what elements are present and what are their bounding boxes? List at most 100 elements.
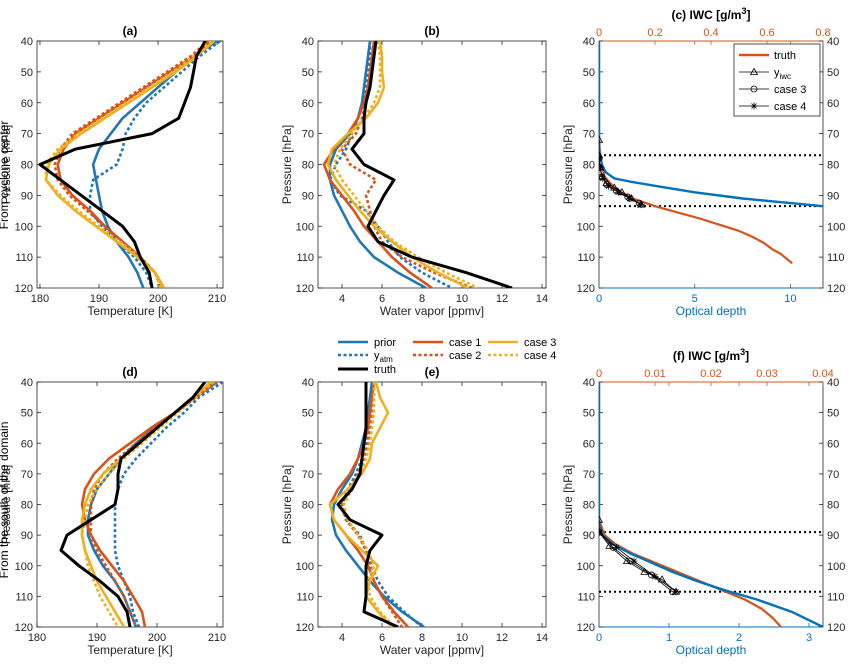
ytick-label-c: 50: [583, 67, 595, 79]
panel-legend-c: truth yiwc case 3 case 4: [733, 43, 821, 117]
ytick-label-c: 40: [583, 36, 595, 48]
marker-triangle-f: [622, 556, 632, 565]
ytick-label-right-f: 100: [827, 561, 845, 573]
series-line-case3-e: [328, 382, 393, 627]
row-label-bottom: From the south of the domain: [0, 422, 11, 579]
ylabel-b: Pressure [hPa]: [280, 125, 294, 204]
xtick-label-d: 190: [88, 632, 106, 644]
ytick-label-d: 70: [21, 469, 33, 481]
xtick-label-e: 4: [339, 632, 345, 644]
series-group-b: [322, 41, 513, 288]
ytick-label-d: 120: [15, 622, 33, 634]
ytick-label-b: 40: [302, 36, 314, 48]
marker-triangle-c: [599, 150, 604, 159]
ytick-label-a: 50: [21, 67, 33, 79]
series-line-truth-b: [350, 41, 513, 288]
legend-label-yatm: yatm: [374, 350, 393, 364]
ytick-label-d: 110: [15, 591, 33, 603]
x2tick-label-f: 0.04: [812, 368, 833, 380]
ytick-label-b: 80: [302, 160, 314, 172]
ytick-label-b: 50: [302, 67, 314, 79]
marker-triangle-c: [602, 178, 611, 186]
legend-label-truth: truth: [374, 364, 396, 376]
series-line-y_iwc-f: [599, 519, 677, 593]
ytick-label-a: 80: [21, 160, 33, 172]
ytick-label-d: 80: [21, 500, 33, 512]
xtick-label-b: 6: [379, 293, 385, 305]
ytick-label-c: 120: [577, 283, 595, 295]
xtick-label-d: 180: [28, 632, 46, 644]
series-line-case4-e: [342, 382, 395, 627]
panel-legend-label: truth: [774, 50, 796, 62]
plot-area-d: [36, 381, 224, 628]
series-line-truth-d: [59, 382, 207, 627]
ytick-label-right-c: 60: [827, 98, 839, 110]
ytick-label-b: 90: [302, 190, 314, 202]
panel-b: 40 50 60 70 80 90 100 110 120 4 6 8 10 12 14 Water vapo…: [280, 24, 548, 318]
series-group-f: [599, 382, 823, 627]
marker-triangle-f: [599, 527, 604, 535]
x2tick-label-c: 0.8: [815, 27, 830, 39]
ytick-label-right-f: 80: [827, 500, 839, 512]
ytick-label-right-f: 50: [827, 408, 839, 420]
ytick-label-d: 90: [21, 530, 33, 542]
xtick-label-d: 210: [208, 632, 226, 644]
xtick-label-a: 180: [31, 293, 49, 305]
ytick-label-c: 60: [583, 98, 595, 110]
ytick-label-a: 120: [15, 283, 33, 295]
marker-star-f: [599, 528, 603, 536]
legend-label-case4: case 4: [524, 350, 556, 362]
ytick-label-right-f: 120: [827, 622, 845, 634]
xtick-label-b: 4: [339, 293, 345, 305]
row-label-top: From cyclone center: [0, 121, 11, 230]
ytick-label-e: 60: [302, 438, 314, 450]
series-line-truth-f: [599, 382, 782, 627]
xlabel-f: Optical depth: [676, 643, 747, 657]
series-line-truth-e: [336, 382, 399, 627]
ytick-label-d: 60: [21, 438, 33, 450]
plot-area-e: [317, 381, 547, 628]
series-line-case2-e: [340, 382, 404, 627]
legend-label-case1: case 1: [449, 337, 481, 349]
xtick-label-c: 0: [596, 293, 602, 305]
ytick-label-right-f: 90: [827, 530, 839, 542]
legend-label-case2: case 2: [449, 350, 481, 362]
ytick-label-b: 70: [302, 129, 314, 141]
ytick-label-f: 120: [577, 622, 595, 634]
x2tick-label-f: 0: [596, 368, 602, 380]
marker-star-c: [599, 164, 604, 172]
series-line-case3-b: [326, 41, 469, 288]
xtick-label-e: 6: [379, 632, 385, 644]
ytick-label-right-c: 120: [827, 283, 845, 295]
ytick-label-c: 80: [583, 160, 595, 172]
ytick-label-f: 90: [583, 530, 595, 542]
ytick-label-a: 70: [21, 129, 33, 141]
title-d: (d): [122, 365, 137, 379]
ytick-label-right-c: 100: [827, 221, 845, 233]
marker-star-c: [626, 194, 634, 202]
marker-star-f: [613, 543, 620, 551]
panel-legend-marker: [749, 67, 759, 75]
series-line-case2-a: [53, 41, 210, 288]
marker-star-c: [599, 174, 607, 182]
xtick-label-a: 190: [90, 293, 108, 305]
ytick-label-right-f: 60: [827, 438, 839, 450]
series-line-case1-b: [322, 41, 433, 288]
series-group-a: [38, 41, 221, 288]
panel-legend-marker: [750, 85, 758, 93]
xtick-label-c: 10: [784, 293, 796, 305]
series-line-case3-a: [44, 41, 215, 288]
ytick-label-d: 50: [21, 408, 33, 420]
legend-label-case3: case 3: [524, 337, 556, 349]
panel-legend-label: yiwc: [774, 67, 791, 81]
marker-star-c: [599, 154, 603, 162]
ytick-label-right-c: 110: [827, 252, 845, 264]
ytick-label-e: 90: [302, 530, 314, 542]
ytick-label-f: 100: [577, 561, 595, 573]
marker-star-f: [651, 572, 659, 580]
xtick-label-e: 14: [536, 632, 548, 644]
